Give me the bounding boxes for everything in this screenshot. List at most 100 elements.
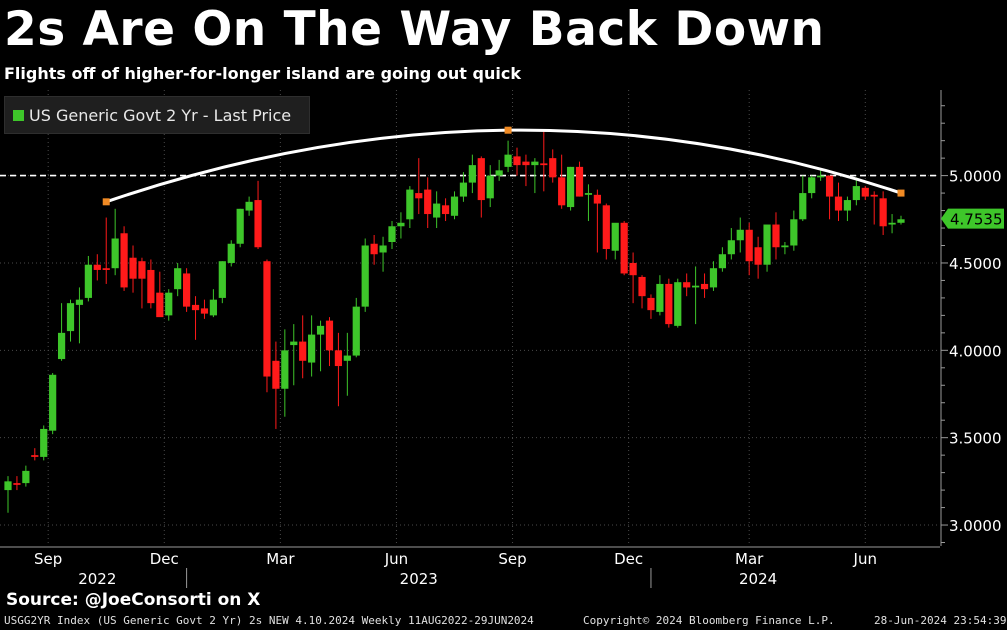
candle-body	[727, 240, 735, 255]
x-month-label: Sep	[498, 550, 526, 568]
y-tick-label: 4.0000	[949, 342, 1002, 360]
candle-body	[218, 261, 226, 298]
candle-body	[397, 222, 405, 227]
candle-body	[325, 320, 334, 351]
candle-body	[227, 243, 235, 263]
x-year-label: 2022	[78, 570, 116, 588]
candle-body	[361, 245, 369, 307]
trend-arc	[105, 128, 902, 204]
candle-body	[700, 283, 709, 290]
x-month-label: Jun	[384, 550, 408, 568]
y-tick-label: 3.5000	[949, 430, 1002, 448]
candle-body	[40, 428, 48, 457]
candle-body	[415, 193, 423, 199]
candle-body	[281, 350, 289, 389]
candle-body	[629, 262, 637, 276]
candle-body	[825, 175, 834, 197]
candle-body	[441, 205, 450, 215]
candle-body	[790, 219, 798, 246]
candle-body	[370, 243, 378, 255]
last-price-tag	[941, 208, 1004, 229]
candle-body	[763, 224, 771, 265]
candle-body	[566, 166, 575, 208]
last-price-label: 4.7535	[950, 211, 1003, 229]
candle-body	[638, 276, 646, 297]
candle-body	[834, 196, 843, 211]
candle-body	[111, 238, 119, 269]
candle-body	[31, 455, 39, 457]
candle-body	[308, 334, 316, 363]
candle-body	[772, 224, 780, 248]
candle-body	[209, 299, 217, 316]
candle-body	[129, 257, 137, 279]
candle-body	[531, 161, 539, 166]
candle-body	[254, 200, 262, 248]
candle-body	[84, 264, 92, 298]
candle-body	[513, 156, 521, 166]
candle-body	[120, 233, 128, 288]
x-month-label: Mar	[266, 550, 295, 568]
candle-body	[852, 186, 860, 201]
candle-body	[236, 208, 244, 244]
candle-body	[486, 175, 494, 199]
candle-body	[147, 269, 155, 304]
candle-body	[522, 161, 530, 166]
candle-body	[245, 201, 253, 211]
candle-body	[620, 222, 628, 274]
candle-body	[495, 170, 503, 176]
candle-body	[611, 222, 619, 251]
candle-body	[156, 292, 164, 318]
candle-body	[665, 283, 673, 325]
chart-legend: US Generic Govt 2 Yr - Last Price	[4, 96, 310, 134]
candle-body	[879, 198, 887, 227]
y-tick-label: 4.5000	[949, 255, 1002, 273]
candle-body	[754, 247, 762, 265]
candle-body	[183, 273, 191, 307]
candle-body	[450, 196, 459, 216]
candle-body	[93, 264, 101, 270]
candle-body	[602, 205, 610, 249]
candle-body	[575, 166, 584, 197]
candle-body	[870, 194, 878, 197]
legend-swatch	[13, 109, 24, 121]
candle-body	[477, 158, 485, 201]
candle-body	[674, 282, 682, 326]
candle-body	[191, 304, 200, 311]
arc-marker	[897, 189, 905, 197]
candle-body	[897, 219, 905, 223]
candle-body	[843, 200, 852, 211]
x-year-label: 2024	[739, 570, 777, 588]
candle-body	[200, 308, 209, 314]
arc-marker	[504, 126, 512, 134]
x-month-label: Jun	[853, 550, 877, 568]
candle-body	[468, 165, 476, 183]
candle-body	[379, 245, 387, 253]
candle-body	[799, 193, 807, 220]
arc-marker	[102, 198, 110, 206]
candle-body	[174, 268, 182, 290]
candle-body	[692, 285, 700, 288]
candle-body	[888, 222, 896, 225]
footer-index-info: USGG2YR Index (US Generic Govt 2 Yr) 2s …	[4, 614, 534, 627]
source-credit: Source: @JoeConsorti on X	[6, 590, 261, 610]
candle-body	[138, 261, 146, 279]
candle-body	[316, 325, 325, 335]
candle-body	[647, 297, 655, 311]
candle-body	[709, 268, 718, 288]
candle-body	[334, 350, 343, 367]
candle-body	[263, 261, 271, 377]
candle-body	[343, 355, 351, 361]
candle-body	[102, 268, 110, 270]
candle-body	[593, 194, 601, 204]
candle-body	[49, 374, 57, 431]
candle-body	[558, 177, 566, 206]
footer-copyright: Copyright© 2024 Bloomberg Finance L.P.	[583, 614, 835, 627]
candle-body	[352, 306, 360, 356]
x-month-label: Sep	[34, 550, 62, 568]
x-month-label: Dec	[614, 550, 643, 568]
y-tick-label: 3.0000	[949, 517, 1002, 535]
candle-body	[57, 332, 66, 360]
candle-body	[459, 182, 468, 197]
candle-body	[504, 154, 512, 167]
